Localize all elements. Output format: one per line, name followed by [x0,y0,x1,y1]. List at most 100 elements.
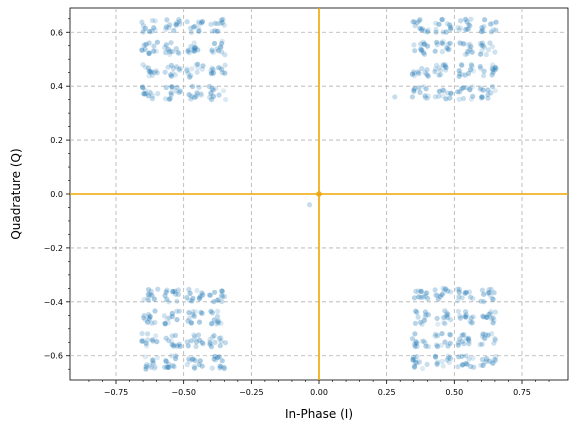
data-point [481,68,487,74]
data-point [463,353,469,359]
data-point [199,340,205,346]
data-point [155,286,161,292]
data-point [142,25,149,31]
data-point [170,65,176,71]
data-point [447,95,453,101]
data-point [444,45,450,51]
data-point [220,88,227,94]
data-point [174,84,180,90]
data-point [481,314,487,320]
data-point [438,342,444,348]
data-point [219,40,225,47]
data-point [432,48,438,54]
data-point [489,295,495,301]
data-point [443,67,449,73]
data-point [217,365,223,371]
data-point [146,315,152,321]
data-point [456,339,462,346]
data-point [169,333,175,339]
data-point [410,357,416,363]
data-point [199,20,205,26]
data-point [173,21,179,27]
data-point [419,338,425,344]
data-point [455,364,461,370]
data-point [455,308,461,314]
data-point [478,51,484,57]
data-point [142,91,148,97]
data-point [457,40,463,46]
data-point [147,316,153,322]
data-point [193,343,199,350]
data-point [480,362,486,368]
data-point [207,292,213,298]
data-point [144,362,150,368]
data-point [448,289,454,295]
data-point [411,42,417,48]
data-point [153,68,159,74]
data-point [163,84,169,91]
data-point [434,62,440,68]
data-point [411,295,418,301]
data-point [190,309,196,315]
data-point [218,320,224,326]
data-point [184,19,190,25]
data-point [214,28,220,34]
data-point [456,354,462,360]
data-point [463,289,469,295]
data-point [148,288,154,294]
data-point [418,288,424,294]
data-point [443,313,450,319]
data-point [422,41,428,47]
data-point [222,52,228,58]
data-point [421,318,427,324]
data-point [418,46,424,52]
data-point [150,93,156,99]
data-point [217,363,223,369]
data-point [171,343,177,349]
data-point [479,94,485,100]
data-point [485,95,491,101]
data-point [168,72,174,78]
data-point [192,309,199,315]
data-point [139,47,145,54]
data-point [447,22,453,28]
data-point [470,355,476,361]
data-point [177,18,183,24]
data-point [162,364,168,370]
reference-lines [70,8,568,380]
data-point [192,45,199,51]
x-tick-label: −0.25 [239,388,264,397]
data-point [189,93,195,99]
data-point [484,314,490,321]
data-point [189,298,195,304]
data-point [457,336,463,342]
data-point [484,314,490,320]
data-point [189,356,195,362]
data-point [465,70,472,77]
y-tick-label: 0.4 [50,82,63,91]
data-point [468,294,474,300]
data-point [420,39,426,45]
data-point [416,294,422,300]
data-points [139,16,499,372]
data-point [416,85,422,91]
data-point [418,41,424,47]
data-point [459,338,465,344]
data-point [421,317,427,323]
data-point [143,41,149,48]
data-point [169,342,175,348]
data-point [150,357,156,363]
data-point [140,85,146,91]
data-point [148,69,155,75]
data-point [147,28,153,34]
data-point [199,66,205,72]
data-point [485,92,491,98]
data-point [470,93,476,99]
data-point [422,340,428,346]
y-tick-label: −0.4 [44,298,63,307]
data-point [212,28,218,34]
data-point [166,96,172,102]
data-point [145,93,151,99]
data-point [190,295,196,301]
data-point [151,296,157,302]
